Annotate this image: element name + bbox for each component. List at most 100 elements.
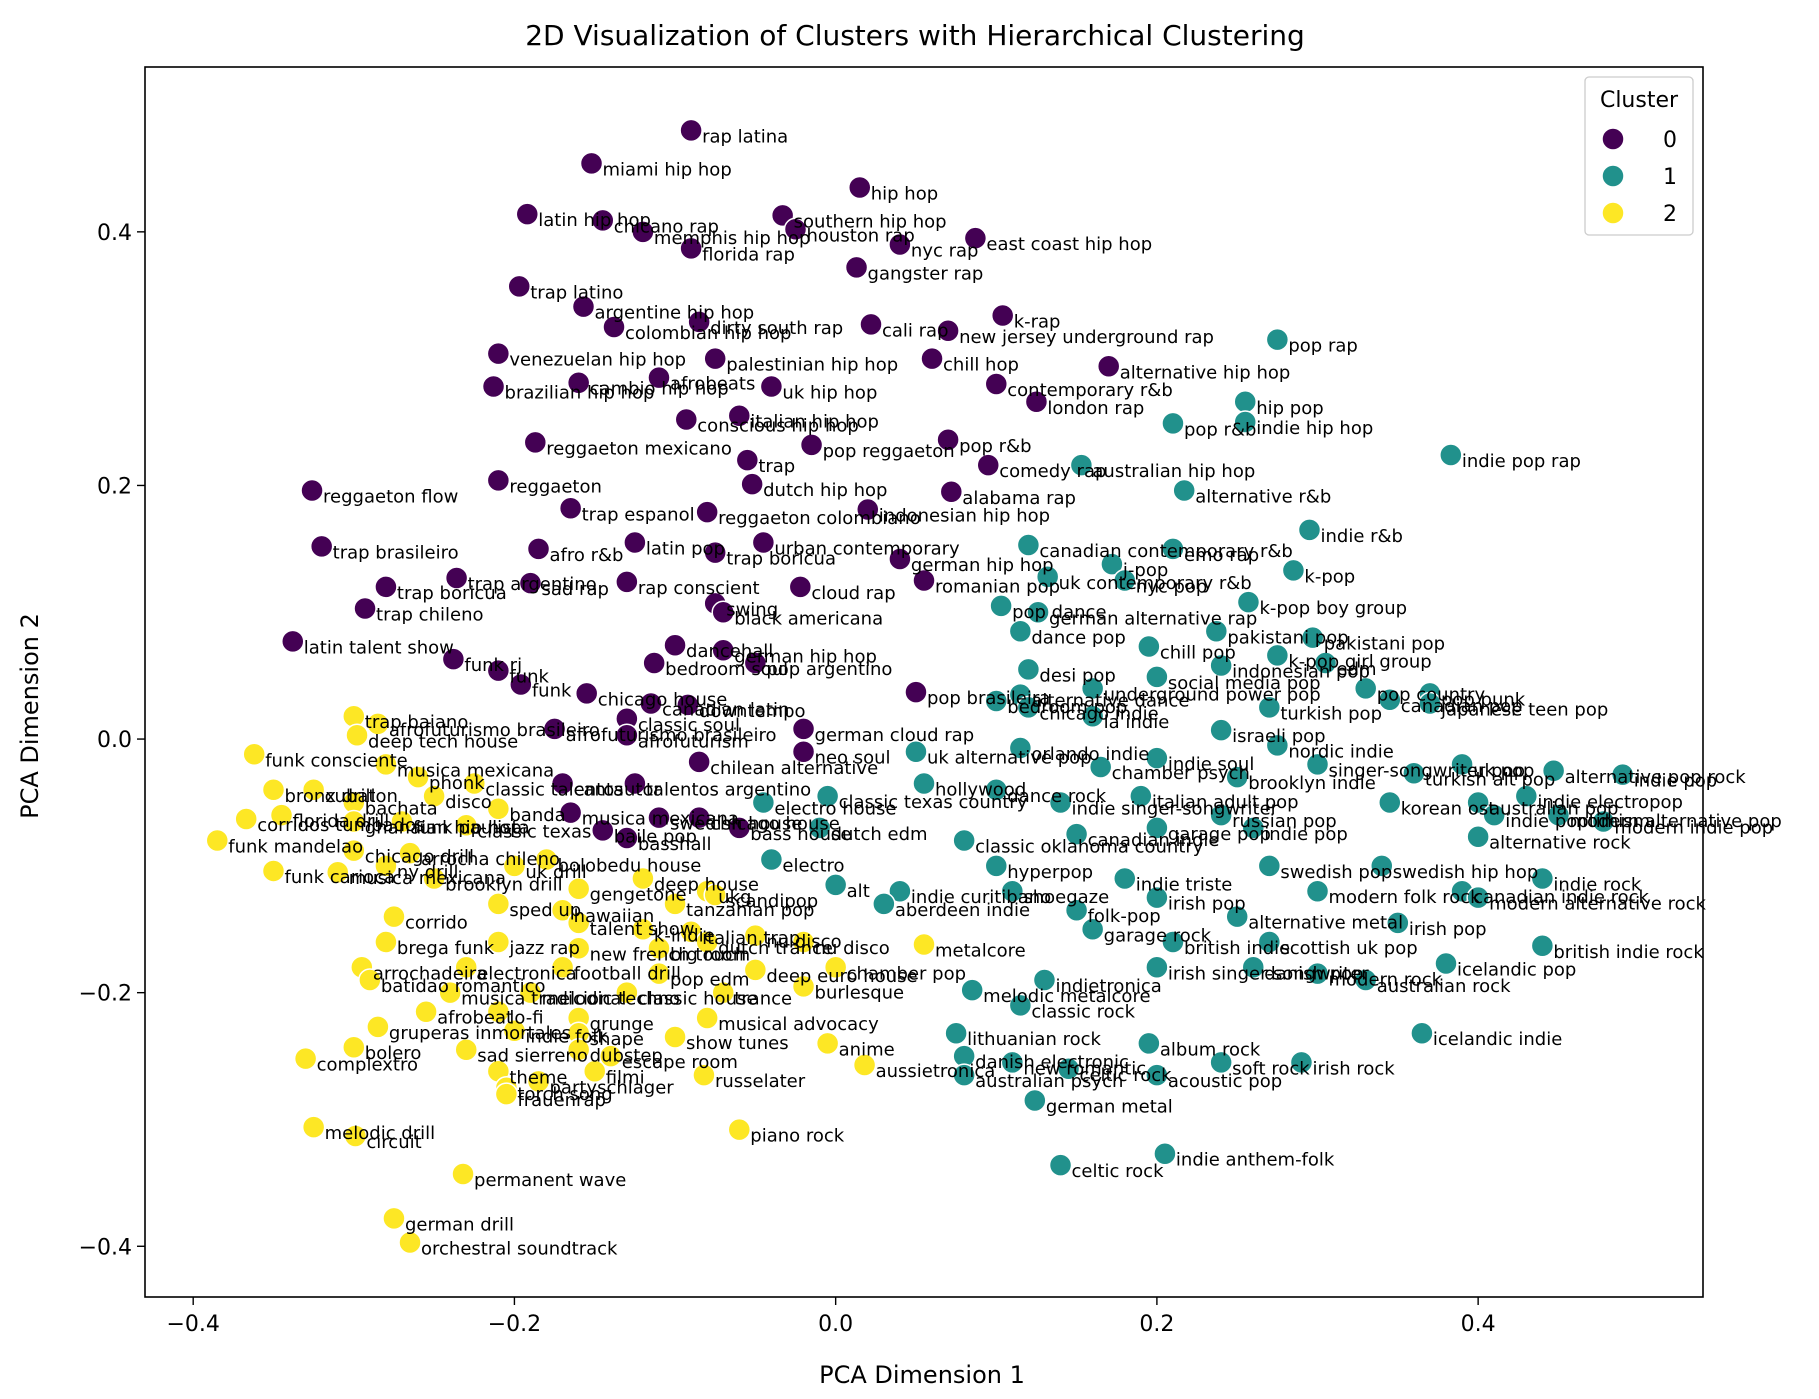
cluster-0-point: [703, 540, 727, 565]
cluster-0-point: [647, 805, 671, 830]
point-label: japanese teen pop: [1440, 700, 1608, 721]
cluster-2-point: [325, 860, 350, 884]
point-label: hip pop: [1256, 398, 1323, 419]
point-label: indonesian hip hop: [879, 506, 1050, 527]
cluster-2-point: [526, 1069, 551, 1094]
point-label: indie anthem-folk: [1176, 1150, 1335, 1171]
cluster-1-point: [1233, 390, 1257, 414]
cluster-2-point: [398, 1230, 422, 1255]
cluster-2-point: [261, 859, 286, 883]
cluster-1-point: [1113, 568, 1137, 593]
cluster-1-point: [1265, 643, 1290, 668]
point-label: dutch hip hop: [763, 480, 887, 501]
legend-title: Cluster: [1600, 88, 1679, 113]
point-label: funk: [509, 667, 549, 688]
point-label: talentos argentino: [646, 779, 811, 800]
cluster-1-point: [1610, 762, 1635, 787]
plot-frame-background: [145, 67, 1703, 1297]
point-label: circuit: [366, 1132, 421, 1153]
cluster-2-point: [462, 771, 487, 796]
cluster-2-point: [342, 1035, 366, 1059]
point-label: uk hip hop: [782, 383, 877, 404]
point-label: gangster rap: [868, 263, 984, 284]
cluster-2-point: [366, 1015, 390, 1039]
point-label: edm: [1337, 659, 1377, 680]
point-label: urban contemporary: [774, 539, 960, 560]
cluster-0-point: [615, 826, 639, 850]
point-label: melodic techno: [541, 989, 680, 1010]
cluster-1-point: [1265, 733, 1290, 758]
point-label: talent show: [590, 919, 695, 940]
point-label: funk mandelao: [228, 837, 363, 858]
point-label: classic texas: [477, 821, 591, 842]
cluster-2-point: [398, 841, 422, 865]
cluster-1-point: [1080, 917, 1105, 942]
point-label: classic texas country: [839, 792, 1028, 813]
point-label: scandipop: [726, 891, 818, 912]
cluster-2-point: [358, 968, 382, 992]
cluster-2-point: [566, 911, 591, 935]
point-label: danish electronic: [975, 1052, 1129, 1073]
cluster-1-point: [1008, 619, 1033, 644]
cluster-0-point: [571, 294, 596, 319]
point-label: contemporary r&b: [1007, 380, 1173, 401]
point-label: venezuelan hip hop: [509, 350, 686, 371]
cluster-2-point: [711, 980, 735, 1005]
point-label: canadian pop: [1401, 696, 1523, 717]
point-label: london rap: [1047, 398, 1144, 419]
cluster-1-point: [1209, 653, 1233, 678]
cluster-1-point: [1048, 1153, 1073, 1177]
point-label: indie soul: [1168, 754, 1254, 775]
point-label: k-pop boy group: [1259, 598, 1407, 619]
point-label: memphis hip hop: [654, 228, 810, 249]
point-label: garage pop: [1168, 824, 1271, 845]
point-label: uk drill: [525, 862, 586, 883]
point-label: melodic drill: [325, 1123, 436, 1144]
point-label: corrido: [405, 913, 468, 934]
cluster-1-point: [1016, 657, 1041, 682]
legend-marker-2: [1601, 201, 1625, 225]
cluster-2-point: [550, 898, 575, 922]
point-label: canadian contemporary r&b: [1039, 541, 1292, 562]
point-label: indie curitibano: [911, 887, 1051, 908]
cluster-1-point: [1236, 590, 1261, 614]
cluster-0-point: [441, 647, 466, 671]
cluster-1-point: [1016, 533, 1041, 557]
cluster-1-point: [1129, 784, 1153, 808]
point-label: folk-pop: [1088, 906, 1161, 927]
point-label: theme: [509, 1067, 567, 1088]
point-label: acoustic pop: [1168, 1071, 1282, 1092]
cluster-1-point: [984, 689, 1009, 713]
point-label: pop r&b: [1184, 419, 1256, 440]
cluster-0-point: [783, 217, 808, 242]
cluster-1-point: [1145, 746, 1169, 770]
point-label: pop argentino: [766, 659, 892, 680]
point-label: nu disco: [766, 932, 841, 953]
cluster-2-point: [382, 1206, 406, 1231]
point-label: trap boricua: [397, 583, 507, 604]
point-label: houston rap: [807, 225, 915, 246]
point-label: colombian hip hop: [625, 323, 791, 344]
cluster-1-point: [1204, 619, 1229, 644]
cluster-0-point: [703, 346, 727, 371]
point-label: la indie: [1104, 712, 1170, 733]
cluster-0-point: [679, 118, 703, 143]
cluster-2-point: [261, 778, 286, 802]
cluster-1-point: [1370, 854, 1394, 878]
point-label: pakistani pop: [1227, 627, 1348, 648]
point-label: indie poptimism: [1505, 811, 1650, 832]
point-label: lo-fi: [509, 1008, 543, 1029]
cluster-0-point: [509, 672, 533, 697]
point-label: funk rj: [464, 655, 522, 676]
cluster-0-point: [791, 717, 816, 741]
point-label: argentine hip hop: [594, 303, 754, 324]
cluster-1-point: [1016, 695, 1041, 720]
cluster-1-point: [1056, 1057, 1081, 1081]
cluster-1-point: [1000, 879, 1025, 903]
cluster-1-point: [1281, 558, 1306, 583]
cluster-2-point: [486, 892, 511, 916]
point-label: batidao romantico: [381, 976, 546, 997]
cluster-0-point: [523, 430, 548, 455]
point-label: electronica: [477, 963, 576, 984]
cluster-0-point: [936, 319, 960, 343]
